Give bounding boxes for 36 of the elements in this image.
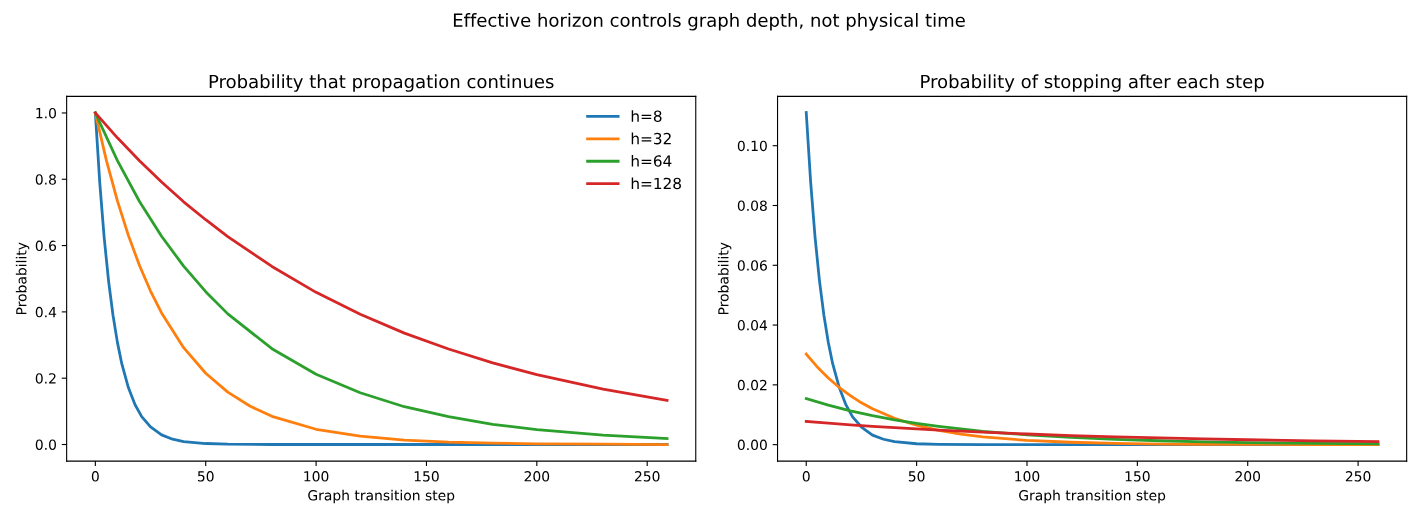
x-tick-label: 50	[908, 471, 925, 482]
y-tick-label: 0.0	[35, 439, 56, 450]
text: Effective horizon controls graph depth, not physical time	[453, 13, 965, 31]
y-tick-label: 0.04	[737, 320, 768, 331]
y-tick-label: 0.2	[35, 373, 56, 384]
x-tick-label: 150	[414, 471, 439, 482]
y-tick-label: 0.10	[737, 140, 767, 152]
y-tick-label: 0.8	[35, 174, 56, 185]
y-tick-label: 0.08	[737, 200, 767, 211]
chart-title: Probability that propagation continues	[209, 74, 554, 92]
x-tick-label: 100	[304, 471, 329, 482]
y-tick-label: 1.0	[36, 107, 56, 119]
y-tick-label: 0.4	[35, 306, 57, 318]
x-axis-title: Graph transition step	[308, 489, 455, 504]
legend-label: h=64	[631, 154, 672, 167]
y-axis-title: Probability	[15, 242, 30, 315]
y-axis-title: Probability	[717, 242, 732, 315]
x-tick-label: 50	[197, 471, 214, 482]
legend-label: h=128	[631, 177, 681, 190]
x-tick-label: 200	[1235, 471, 1261, 482]
x-tick-label: 0	[91, 471, 99, 482]
y-tick-label: 0.06	[737, 260, 767, 271]
x-axis-title: Graph transition step	[1019, 489, 1166, 504]
x-tick-label: 250	[1345, 471, 1371, 482]
y-tick-label: 0.00	[737, 439, 767, 451]
x-tick-label: 100	[1015, 471, 1040, 482]
y-tick-label: 0.02	[737, 379, 767, 391]
x-tick-label: 250	[634, 471, 660, 482]
x-tick-label: 200	[524, 471, 550, 482]
legend-label: h=8	[631, 110, 662, 122]
y-tick-label: 0.6	[35, 240, 57, 252]
line-series	[804, 420, 1380, 443]
x-tick-label: 0	[802, 471, 810, 482]
legend-label: h=32	[631, 132, 671, 145]
chart-title: Probability of stopping after each step	[921, 74, 1264, 92]
x-tick-label: 150	[1125, 471, 1150, 482]
